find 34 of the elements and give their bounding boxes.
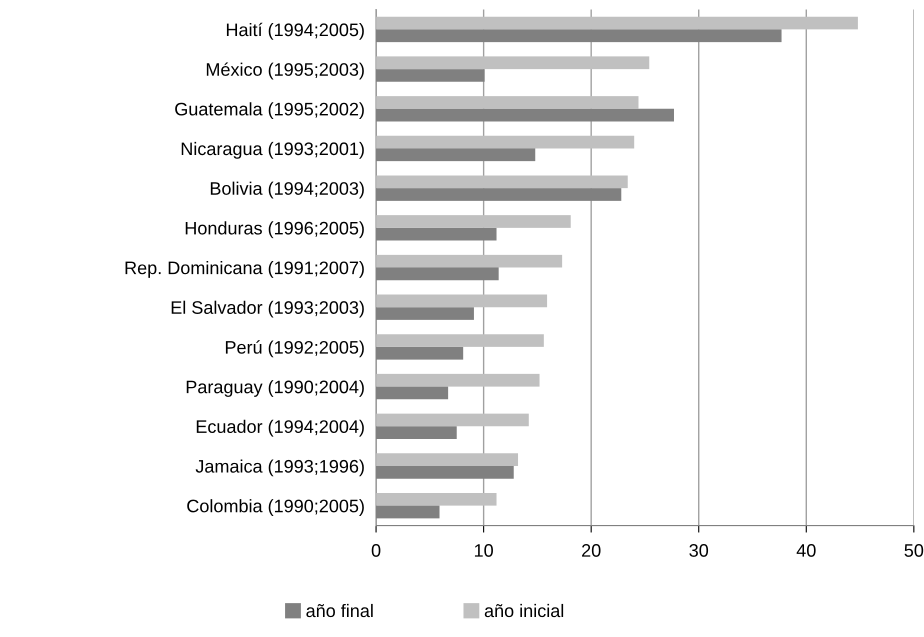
y-tick-label: Honduras (1996;2005) [186,221,364,238]
y-tick-label: Perú (1992;2005) [226,340,364,358]
y-tick-label: Guatemala (1995;2002) [175,102,364,120]
bar [376,453,518,466]
x-tick-label: 50 [904,544,924,557]
y-tick-label: México (1995;2003) [206,62,364,80]
bar [376,96,638,109]
x-tick-label: 20 [582,544,601,557]
y-tick-label: Ecuador (1994;2004) [196,420,364,437]
bar [376,136,634,148]
bar [376,492,497,506]
y-tick-label: Colombia (1990;2005) [187,499,364,516]
x-tick-label: 0 [372,544,380,557]
bar [376,175,628,188]
bar [376,215,571,228]
y-tick-label: Rep. Dominicana (1991;2007) [126,261,364,278]
x-tick-label: 30 [689,544,708,557]
bar [376,254,562,268]
bar [376,16,858,30]
y-tick-label: Nicaragua (1993;2001) [182,142,364,159]
bar [376,374,540,387]
bar [376,294,548,308]
legend-label: año final [306,604,373,618]
y-tick-label: El Salvador (1993;2003) [172,300,364,318]
legend-label: año inicial [484,604,564,618]
y-tick-label: Bolivia (1994;2003) [210,182,364,198]
x-tick-label: 40 [796,544,816,557]
y-tick-label: Haití (1994;2005) [226,22,364,40]
x-tick-label: 10 [474,544,493,557]
bar [376,334,544,347]
y-tick-label: Paraguay (1990;2004) [186,380,364,397]
bar [376,56,650,70]
bar [376,414,529,426]
y-tick-label: Jamaica (1993;1996) [196,459,364,476]
